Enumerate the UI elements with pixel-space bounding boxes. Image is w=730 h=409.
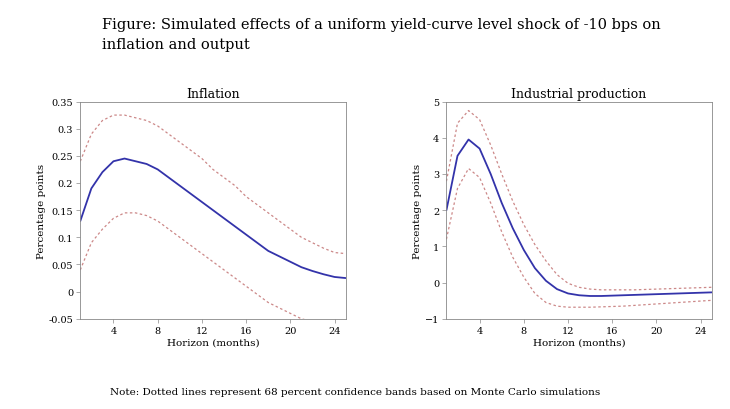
Text: Note: Dotted lines represent 68 percent confidence bands based on Monte Carlo si: Note: Dotted lines represent 68 percent …: [110, 387, 600, 396]
Title: Inflation: Inflation: [186, 88, 239, 101]
X-axis label: Horizon (months): Horizon (months): [533, 338, 626, 347]
Text: Figure: Simulated effects of a uniform yield-curve level shock of -10 bps on
inf: Figure: Simulated effects of a uniform y…: [102, 18, 661, 52]
X-axis label: Horizon (months): Horizon (months): [166, 338, 259, 347]
Y-axis label: Percentage points: Percentage points: [413, 163, 423, 258]
Y-axis label: Percentage points: Percentage points: [36, 163, 46, 258]
Title: Industrial production: Industrial production: [512, 88, 647, 101]
